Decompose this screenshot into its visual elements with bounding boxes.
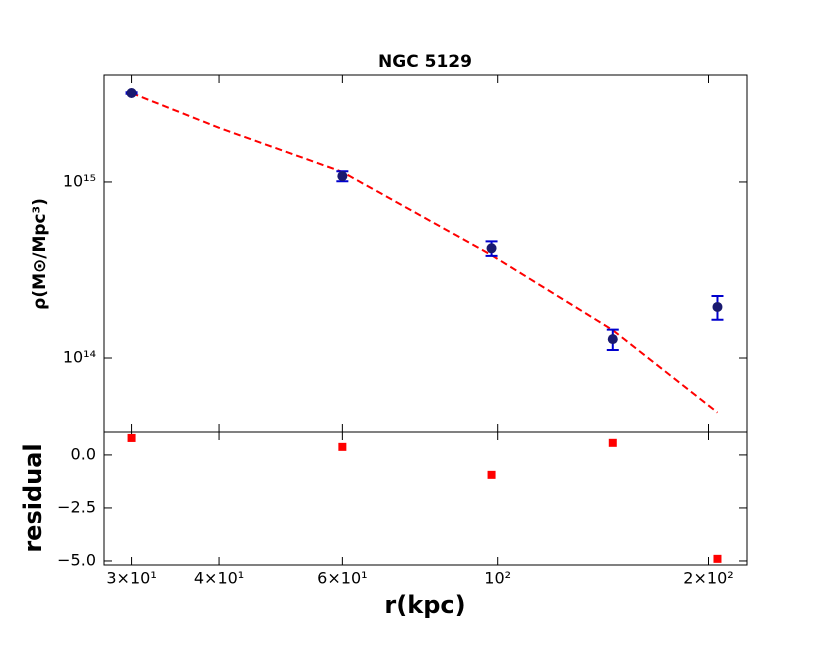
data-point (337, 171, 348, 182)
main-frame (103, 74, 748, 433)
y-tick-label: −2.5 (57, 497, 96, 516)
x-tick-label: 10² (484, 569, 511, 588)
x-tick-label: 6×10¹ (317, 569, 367, 588)
residual-point (127, 433, 136, 442)
residual-point (608, 438, 617, 447)
residual-point (338, 442, 347, 451)
residual-frame (103, 431, 748, 566)
residual-point (713, 554, 722, 563)
x-axis-label: r(kpc) (384, 591, 465, 619)
data-point (712, 301, 723, 312)
y-tick-label: 10¹⁵ (63, 171, 96, 190)
chart-title: NGC 5129 (378, 52, 472, 72)
y-tick-label: −5.0 (57, 550, 96, 569)
x-tick-label: 4×10¹ (194, 569, 244, 588)
residual-point (487, 470, 496, 479)
y-tick-label: 10¹⁴ (63, 348, 96, 367)
fit-line (131, 92, 719, 414)
x-tick-label: 2×10² (683, 569, 733, 588)
x-tick-label: 3×10¹ (106, 569, 156, 588)
data-point (486, 243, 497, 254)
residual-axis-label: residual (19, 443, 47, 552)
y-axis-label: ρ(M⊙/Mpc³) (30, 198, 50, 310)
y-tick-label: 0.0 (71, 444, 96, 463)
data-point (126, 88, 137, 99)
data-point (607, 334, 618, 345)
